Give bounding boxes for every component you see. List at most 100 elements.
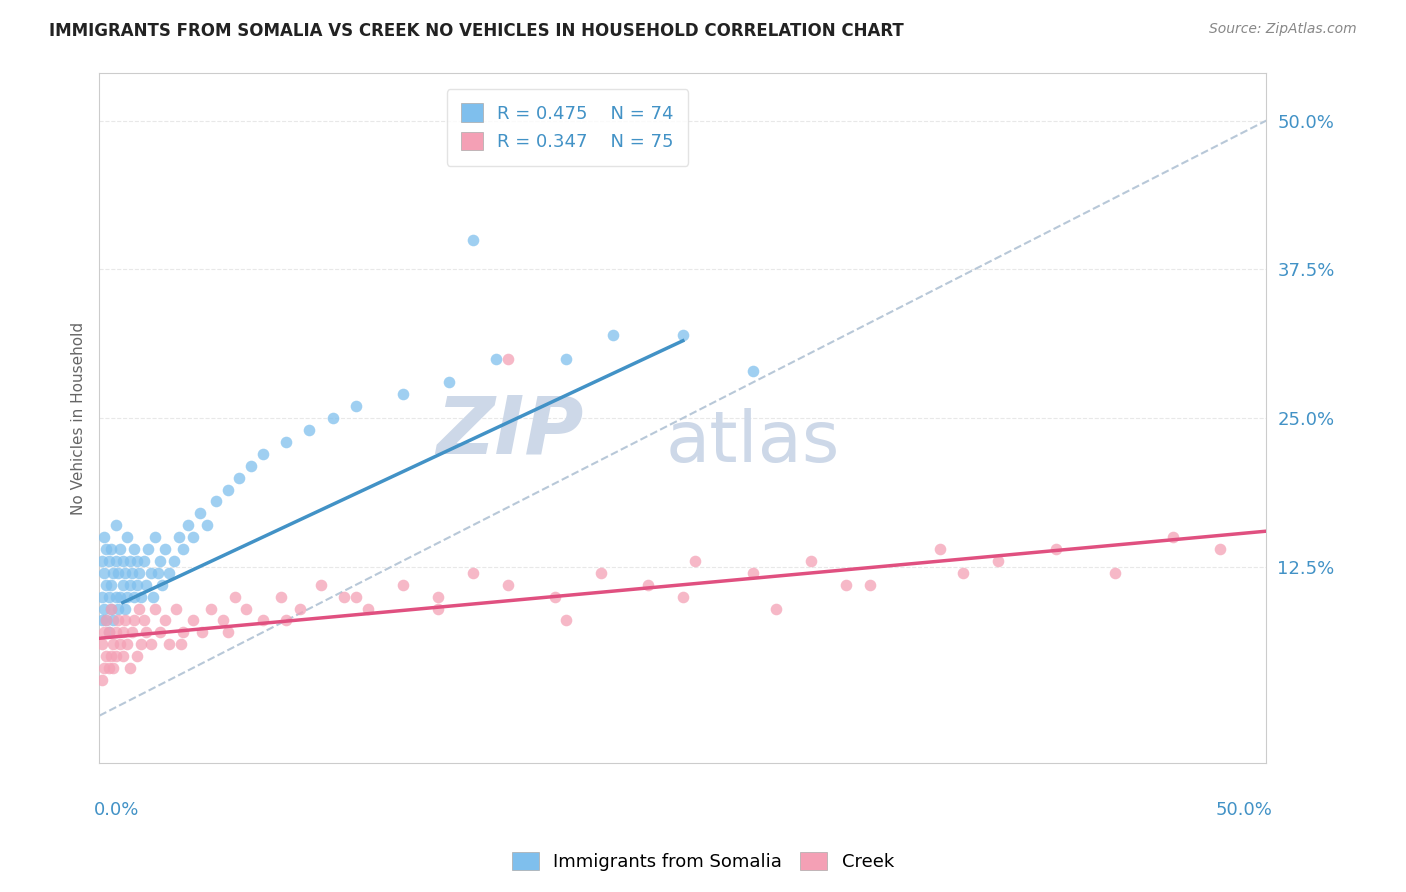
Point [131,637,153,651]
Point [138,541,160,556]
Point [426,590,449,604]
Point [110,541,132,556]
Point [96,614,118,628]
Point [835,578,858,592]
Point [111,554,134,568]
Point [107,614,129,628]
Point [637,578,659,592]
Text: ZIP: ZIP [436,392,583,471]
Point [555,351,578,366]
Point [555,614,578,628]
Point [159,566,181,580]
Point [131,590,153,604]
Point [288,601,311,615]
Point [765,601,787,615]
Point [188,506,211,520]
Point [591,566,613,580]
Point [858,578,880,592]
Point [672,590,695,604]
Point [461,233,484,247]
Point [90,590,112,604]
Point [1045,541,1067,556]
Point [124,614,146,628]
Point [132,614,155,628]
Point [426,601,449,615]
Point [672,327,695,342]
Point [139,637,162,651]
Point [172,541,194,556]
Point [344,399,367,413]
Point [103,637,125,651]
Point [124,590,146,604]
Point [1208,541,1230,556]
Point [132,554,155,568]
Point [741,363,763,377]
Point [461,566,484,580]
Point [97,590,120,604]
Point [543,590,565,604]
Point [103,661,125,675]
Text: atlas: atlas [665,408,839,476]
Point [152,578,174,592]
Point [228,470,250,484]
Point [93,601,115,615]
Point [235,601,257,615]
Point [117,530,139,544]
Point [602,327,624,342]
Point [93,530,115,544]
Point [496,351,519,366]
Point [118,578,141,592]
Point [118,661,141,675]
Point [200,601,222,615]
Point [90,614,112,628]
Point [93,566,115,580]
Point [217,483,239,497]
Y-axis label: No Vehicles in Household: No Vehicles in Household [72,321,86,515]
Point [139,566,162,580]
Point [205,494,228,508]
Point [170,637,193,651]
Point [270,590,292,604]
Point [191,625,214,640]
Point [96,541,118,556]
Point [125,649,148,664]
Point [111,625,134,640]
Point [142,590,165,604]
Point [163,554,186,568]
Point [485,351,508,366]
Point [96,649,118,664]
Point [100,601,122,615]
Point [357,601,380,615]
Point [252,447,274,461]
Point [146,566,169,580]
Point [128,566,150,580]
Point [276,614,298,628]
Point [1161,530,1184,544]
Point [100,541,122,556]
Point [121,566,143,580]
Point [118,554,141,568]
Point [149,625,172,640]
Point [107,566,129,580]
Point [344,590,367,604]
Point [110,590,132,604]
Point [100,649,122,664]
Point [391,387,413,401]
Legend: Immigrants from Somalia, Creek: Immigrants from Somalia, Creek [505,845,901,879]
Point [100,578,122,592]
Point [103,614,125,628]
Point [96,578,118,592]
Point [741,566,763,580]
Point [149,554,172,568]
Point [97,661,120,675]
Point [104,649,127,664]
Point [165,601,187,615]
Point [93,661,115,675]
Point [928,541,950,556]
Point [121,625,143,640]
Point [97,625,120,640]
Point [153,541,176,556]
Point [128,601,150,615]
Point [159,637,181,651]
Point [1104,566,1126,580]
